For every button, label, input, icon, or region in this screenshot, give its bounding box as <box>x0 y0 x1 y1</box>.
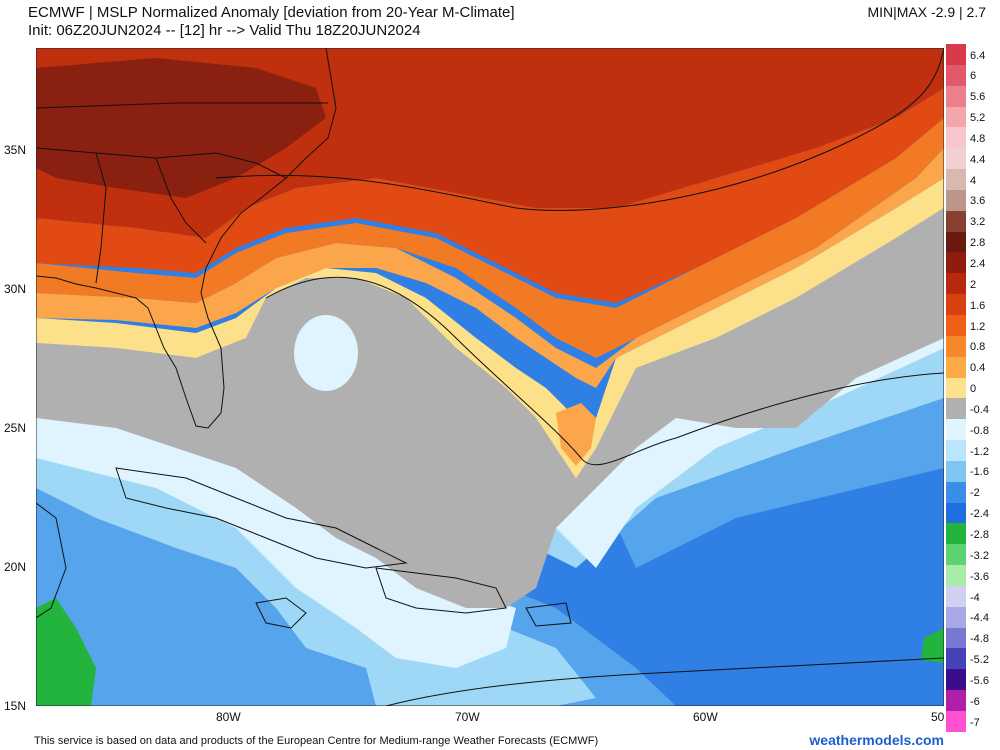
colorbar-segment <box>946 85 966 107</box>
colorbar-label: -7 <box>970 716 980 729</box>
colorbar-label: -4.8 <box>970 633 989 646</box>
colorbar-label: 4 <box>970 174 977 187</box>
lon-label-60w: 60W <box>693 710 718 724</box>
colorbar-segment <box>946 440 966 461</box>
colorbar-segment <box>946 273 966 295</box>
colorbar-label: -5.6 <box>970 674 989 687</box>
colorbar-label: -4 <box>970 591 980 604</box>
coastlines <box>36 48 944 706</box>
colorbar-label: 5.2 <box>970 112 986 125</box>
colorbar-label: -0.8 <box>970 424 989 437</box>
anomaly-blob-light-orange <box>556 403 596 466</box>
colorbar-label: 2.8 <box>970 237 986 250</box>
lat-label-20n: 20N <box>4 560 27 574</box>
attribution-text: This service is based on data and produc… <box>34 735 599 747</box>
colorbar-label: -0.4 <box>970 403 989 416</box>
colorbar-label: 5.6 <box>970 91 986 104</box>
colorbar-label: -5.2 <box>970 654 989 667</box>
anomaly-field-green-west <box>36 598 96 706</box>
anomaly-field-green-east <box>921 628 944 663</box>
colorbar-label: -2 <box>970 487 980 500</box>
colorbar-segment <box>946 627 966 649</box>
colorbar-label: -1.6 <box>970 466 989 479</box>
colorbar-segment <box>946 690 966 711</box>
colorbar-segment <box>946 502 966 524</box>
colorbar-label: 6 <box>970 70 977 83</box>
colorbar-segment <box>946 544 966 566</box>
minmax-readout: MIN|MAX -2.9 | 2.7 <box>867 4 986 20</box>
map-title: ECMWF | MSLP Normalized Anomaly [deviati… <box>28 4 515 21</box>
colorbar-segment <box>946 377 966 399</box>
colorbar-label: 4.4 <box>970 153 986 166</box>
colorbar-segment <box>946 64 966 86</box>
colorbar-segment <box>946 127 966 149</box>
brand-link[interactable]: weathermodels.com <box>809 732 944 748</box>
colorbar-segment <box>946 169 966 190</box>
anomaly-field-gray <box>36 208 944 608</box>
colorbar-segment <box>946 356 966 378</box>
colorbar-segment <box>946 106 966 128</box>
colorbar-segment <box>946 44 966 65</box>
colorbar-label: -3.6 <box>970 570 989 583</box>
anomaly-field-deep-red <box>36 58 326 198</box>
anomaly-field-orange-red <box>36 88 944 303</box>
colorbar-segment <box>946 419 966 441</box>
colorbar-segment <box>946 314 966 336</box>
colorbar-segment <box>946 648 966 670</box>
anomaly-field-pale-yellow <box>36 178 944 478</box>
colorbar-label: 0.4 <box>970 362 986 375</box>
colorbar-label: -4.4 <box>970 612 989 625</box>
colorbar-label: -2.8 <box>970 529 989 542</box>
colorbar-segment <box>946 148 966 170</box>
lat-label-35n: 35N <box>4 143 27 157</box>
lon-label-80w: 80W <box>216 710 241 724</box>
colorbar-label: -1.2 <box>970 445 989 458</box>
colorbar-label: 4.8 <box>970 132 986 145</box>
colorbar-label: 0.8 <box>970 341 986 354</box>
colorbar-segment <box>946 294 966 315</box>
colorbar-segment <box>946 335 966 357</box>
colorbar-segment <box>946 669 966 691</box>
colorbar-segment <box>946 606 966 628</box>
colorbar-segment <box>946 711 966 732</box>
colorbar-label: -2.4 <box>970 508 989 521</box>
lat-label-25n: 25N <box>4 421 27 435</box>
lon-label-70w: 70W <box>455 710 480 724</box>
colorbar-label: 2.4 <box>970 257 986 270</box>
colorbar-label: 2 <box>970 278 977 291</box>
colorbar-label: 0 <box>970 383 977 396</box>
lat-label-30n: 30N <box>4 282 27 296</box>
anomaly-map <box>36 48 944 706</box>
colorbar-segment <box>946 585 966 607</box>
colorbar-segment <box>946 460 966 482</box>
colorbar-segment <box>946 398 966 420</box>
lat-label-15n: 15N <box>4 699 27 713</box>
colorbar-segment <box>946 252 966 274</box>
colorbar-segment <box>946 189 966 211</box>
colorbar <box>946 44 966 732</box>
colorbar-label: 3.2 <box>970 216 986 229</box>
anomaly-blob-cyan <box>294 315 358 391</box>
colorbar-label: -6 <box>970 695 980 708</box>
anomaly-field-orange <box>36 118 944 358</box>
colorbar-label: 6.4 <box>970 49 986 62</box>
colorbar-segment <box>946 523 966 545</box>
colorbar-label: 1.2 <box>970 320 986 333</box>
colorbar-label: -3.2 <box>970 549 989 562</box>
map-subtitle: Init: 06Z20JUN2024 -- [12] hr --> Valid … <box>28 22 421 39</box>
colorbar-segment <box>946 565 966 586</box>
colorbar-segment <box>946 210 966 232</box>
colorbar-label: 3.6 <box>970 195 986 208</box>
colorbar-segment <box>946 481 966 503</box>
colorbar-segment <box>946 231 966 253</box>
lon-label-50w: 50 <box>931 710 945 724</box>
colorbar-label: 1.6 <box>970 299 986 312</box>
